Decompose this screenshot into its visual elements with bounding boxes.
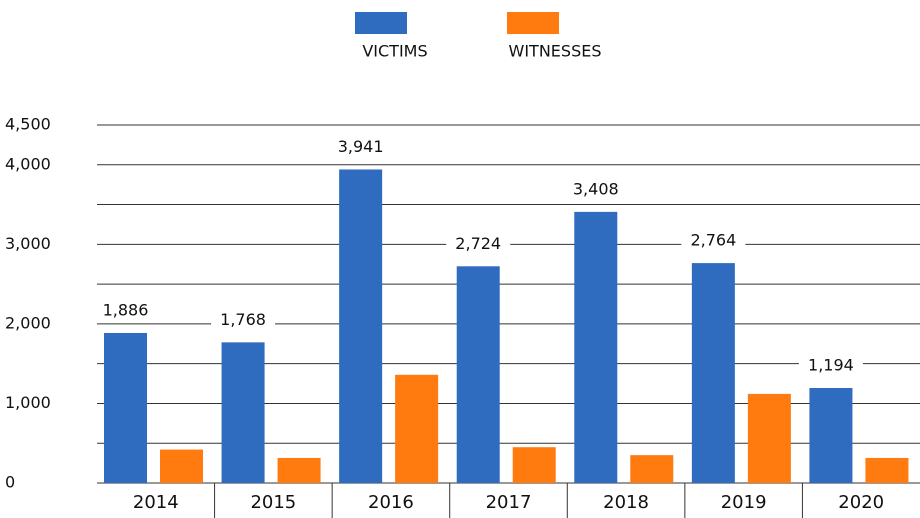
x-tick-label: 2020 [838,492,884,513]
y-tick-label: 2,000 [5,313,51,332]
data-label: 1,886 [103,300,149,319]
x-tick-label: 2014 [133,492,179,513]
data-label: 2,764 [690,231,736,250]
y-tick-label: 4,000 [5,154,51,173]
x-tick-label: 2016 [368,492,414,513]
bar [277,457,321,483]
data-label: 3,941 [338,137,384,156]
bar [456,266,500,483]
label-background [563,177,628,202]
legend-swatch [507,12,559,34]
data-label: 1,768 [220,310,266,329]
label-background [681,229,746,254]
label-background [798,354,863,379]
y-tick-label: 4,500 [5,115,51,134]
y-tick-label: 3,000 [5,234,51,253]
bar [160,449,203,483]
label-background [211,308,276,333]
label-background [446,232,511,257]
legend-label: VICTIMS [362,42,427,61]
bar [339,169,383,483]
bar [865,457,909,483]
x-tick-label: 2019 [721,492,767,513]
bar [747,393,791,483]
legend-swatch [355,12,407,34]
data-label: 2,724 [455,234,501,253]
bar [574,211,618,483]
legend-label: WITNESSES [509,42,602,61]
data-label: 1,194 [808,356,854,375]
x-tick-label: 2017 [486,492,532,513]
y-tick-label: 0 [5,473,15,492]
data-label: 3,408 [573,179,619,198]
label-background [328,135,393,160]
bar [630,455,674,483]
bar [512,447,556,483]
y-tick-label: 1,000 [5,393,51,412]
label-background [93,298,158,323]
bar [104,332,147,483]
bar [221,342,265,483]
bar [395,374,439,483]
x-tick-label: 2015 [250,492,296,513]
bar [691,263,735,483]
bar [809,388,853,483]
x-tick-label: 2018 [603,492,649,513]
